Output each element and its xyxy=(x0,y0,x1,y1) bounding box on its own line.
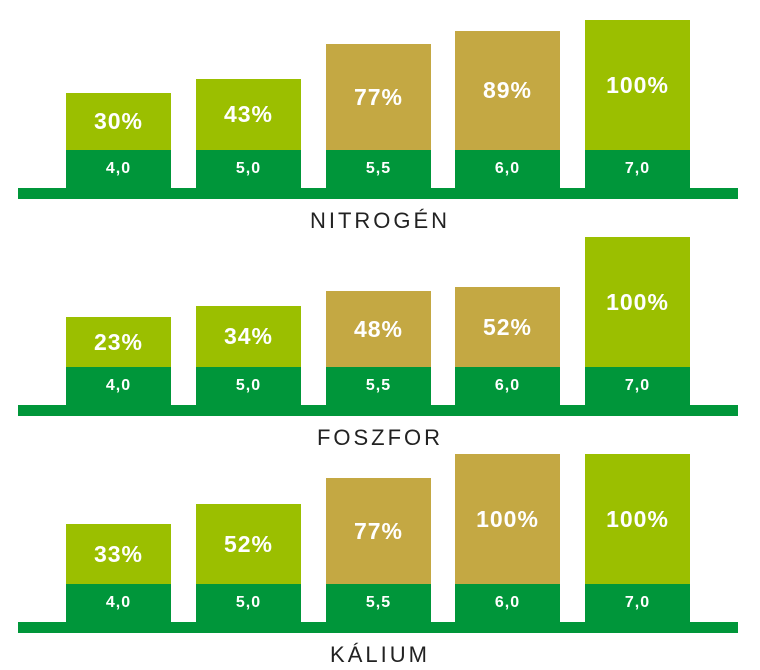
category-label: 6,0 xyxy=(494,594,521,611)
bar-value-label: 77% xyxy=(353,83,404,110)
bar: 89% 6,0 xyxy=(455,31,560,188)
bar-value-label: 100% xyxy=(606,71,669,98)
bar: 52% 6,0 xyxy=(455,287,560,405)
bar-category-base: 6,0 xyxy=(455,150,560,188)
bar-category-base: 4,0 xyxy=(66,367,171,405)
bar-category-base: 6,0 xyxy=(455,584,560,622)
bar: 23% 4,0 xyxy=(66,317,171,405)
category-label: 5,5 xyxy=(365,160,392,177)
category-label: 4,0 xyxy=(105,377,132,394)
chart-title: NITROGÉN xyxy=(309,208,451,233)
bar: 30% 4,0 xyxy=(66,93,171,188)
bar-value-label: 34% xyxy=(223,323,274,349)
category-label: 5,0 xyxy=(235,594,262,611)
bar: 100% 7,0 xyxy=(585,237,690,405)
chart-title: KÁLIUM xyxy=(330,642,430,667)
category-label: 4,0 xyxy=(105,594,132,611)
bar: 100% 7,0 xyxy=(585,20,690,188)
bar: 48% 5,5 xyxy=(326,291,431,405)
bar: 100% 7,0 xyxy=(585,454,690,622)
bar: 34% 5,0 xyxy=(196,306,301,405)
bar: 33% 4,0 xyxy=(66,524,171,622)
bar-value-label: 100% xyxy=(476,505,539,532)
category-label: 5,0 xyxy=(235,377,262,394)
chart-title: FOSZFOR xyxy=(316,425,444,450)
bar-value-label: 33% xyxy=(93,540,144,567)
baseline xyxy=(18,622,738,633)
bar-category-base: 5,5 xyxy=(326,584,431,622)
category-label: 5,5 xyxy=(365,594,392,611)
category-label: 7,0 xyxy=(624,377,651,394)
category-label: 7,0 xyxy=(624,594,651,611)
bar-value-label: 52% xyxy=(223,530,274,557)
bar-value-label: 89% xyxy=(482,77,533,103)
bar-category-base: 5,5 xyxy=(326,367,431,405)
chart-panel: 23% 4,0 34% 5,0 48% 5,5 52% 6,0 100% 7,0 FOSZFOR xyxy=(0,217,760,453)
bar: 100% 6,0 xyxy=(455,454,560,622)
category-label: 5,0 xyxy=(235,160,262,177)
baseline xyxy=(18,405,738,416)
bar-category-base: 7,0 xyxy=(585,584,690,622)
baseline xyxy=(18,188,738,199)
bar-category-base: 6,0 xyxy=(455,367,560,405)
chart-panel: 33% 4,0 52% 5,0 77% 5,5 100% 6,0 100% 7,0 KÁLIUM xyxy=(0,434,760,670)
bar-category-base: 5,0 xyxy=(196,584,301,622)
bar-category-base: 7,0 xyxy=(585,150,690,188)
bar-value-label: 100% xyxy=(606,505,669,532)
bar-value-label: 52% xyxy=(482,313,533,340)
category-label: 6,0 xyxy=(494,377,521,394)
bar: 77% 5,5 xyxy=(326,478,431,622)
bar-category-base: 4,0 xyxy=(66,150,171,188)
bar-value-label: 77% xyxy=(353,517,404,544)
bar: 52% 5,0 xyxy=(196,504,301,622)
category-label: 7,0 xyxy=(624,160,651,177)
bar-value-label: 43% xyxy=(223,101,274,127)
bar-value-label: 30% xyxy=(93,108,144,134)
bar-category-base: 4,0 xyxy=(66,584,171,622)
bar-category-base: 5,0 xyxy=(196,150,301,188)
bar-category-base: 5,0 xyxy=(196,367,301,405)
category-label: 6,0 xyxy=(494,160,521,177)
bar: 77% 5,5 xyxy=(326,44,431,188)
category-label: 4,0 xyxy=(105,160,132,177)
bar: 43% 5,0 xyxy=(196,79,301,188)
bar-value-label: 100% xyxy=(606,288,669,315)
chart-panel: 30% 4,0 43% 5,0 77% 5,5 89% 6,0 100% 7,0 NITROGÉN xyxy=(0,0,760,236)
bar-value-label: 23% xyxy=(93,328,144,355)
bar-category-base: 7,0 xyxy=(585,367,690,405)
bar-category-base: 5,5 xyxy=(326,150,431,188)
bar-value-label: 48% xyxy=(353,315,404,342)
category-label: 5,5 xyxy=(365,377,392,394)
